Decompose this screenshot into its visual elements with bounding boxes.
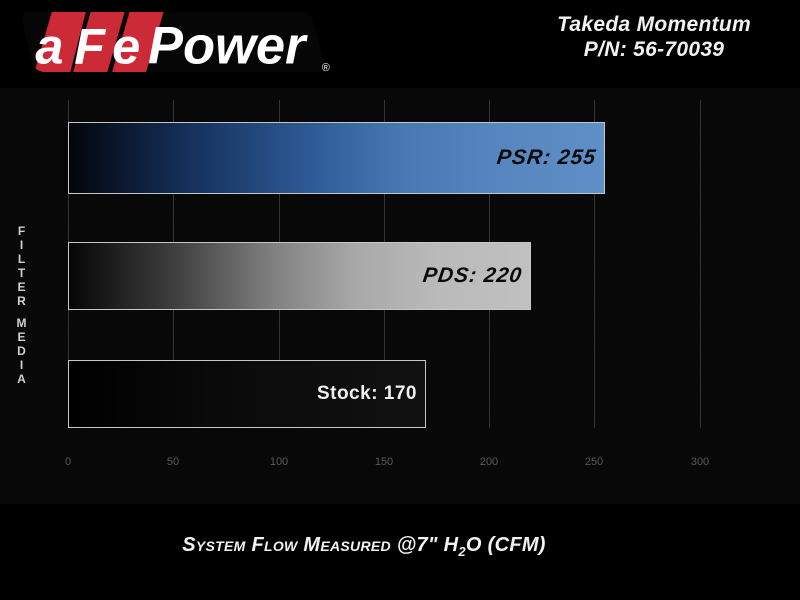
svg-text:®: ® (322, 62, 330, 74)
svg-text:a: a (35, 17, 63, 74)
svg-text:Power: Power (148, 17, 308, 75)
svg-text:F: F (74, 17, 106, 74)
svg-text:e: e (112, 17, 140, 74)
